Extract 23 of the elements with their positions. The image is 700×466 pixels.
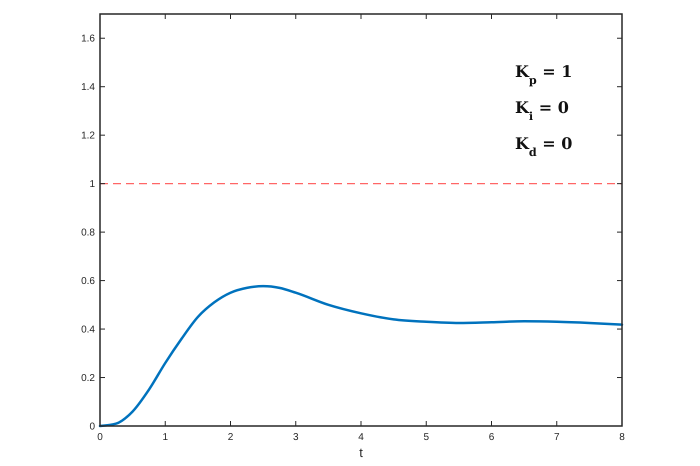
y-tick-label: 0.4: [81, 324, 96, 336]
x-tick-label: 3: [292, 432, 299, 443]
y-tick-label: 0.2: [81, 373, 96, 384]
y-tick-label: 1.2: [81, 130, 96, 142]
y-tick-label: 1: [89, 179, 96, 190]
x-tick-label: 6: [488, 432, 495, 443]
y-tick-label: 0.8: [81, 228, 96, 239]
x-tick-label: 0: [97, 432, 104, 443]
annotation: K$_{d}$ = 0: [515, 134, 572, 159]
y-tick-label: 0.6: [81, 276, 96, 288]
x-tick-label: 5: [423, 432, 430, 443]
y-tick-label: 1.6: [81, 34, 96, 45]
x-tick-label: 8: [619, 432, 626, 443]
y-tick-label: 1.4: [81, 82, 96, 94]
x-tick-label: 2: [228, 432, 234, 443]
x-tick-label: 1: [162, 432, 168, 443]
y-tick-label: 0: [89, 422, 96, 432]
annotation: K$_{p}$ = 1: [515, 62, 572, 87]
x-tick-label: 4: [358, 432, 364, 443]
line-series: [98, 284, 624, 428]
x-tick-label: 7: [554, 432, 560, 443]
annotation: K$_{i}$ = 0: [515, 98, 569, 123]
x-axis-title: t: [359, 445, 364, 460]
